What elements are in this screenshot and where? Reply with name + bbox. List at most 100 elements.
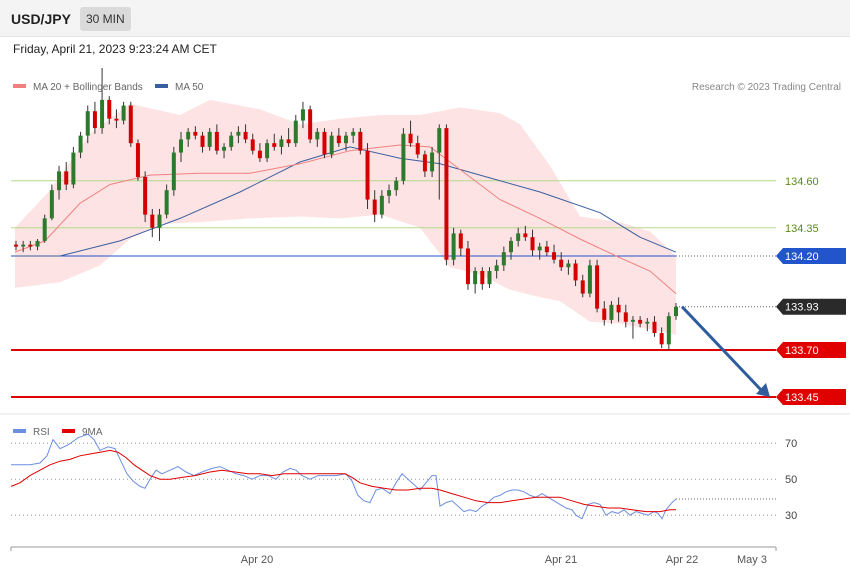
candle-body (674, 306, 678, 317)
candle-body (49, 190, 54, 219)
candle-body (652, 321, 657, 334)
candle-body (473, 271, 478, 285)
candle-body (100, 99, 105, 129)
candle-body (21, 244, 26, 247)
candle-body (207, 131, 212, 147)
price-label-134-60: 134.60 (785, 176, 819, 188)
candle-body (566, 263, 571, 268)
candle-body (537, 246, 542, 251)
candle-body (336, 135, 341, 144)
candle-body (157, 214, 162, 228)
candle-body (121, 105, 126, 121)
rsi-tick-30: 30 (785, 510, 797, 522)
candle-body (344, 135, 348, 144)
candle-body (530, 237, 535, 251)
rsi-ma-legend-swatch (62, 429, 75, 433)
symbol-label[interactable]: USD/JPY (11, 11, 71, 27)
candle-body (236, 131, 241, 136)
rsi-legend-swatch (13, 429, 26, 433)
candle-body (437, 128, 442, 153)
candle-body (573, 263, 578, 281)
candle-body (71, 152, 76, 185)
candle-body (243, 131, 248, 140)
credit-label: Research © 2023 Trading Central (692, 82, 841, 93)
candle-body (128, 105, 133, 144)
candle-body (57, 171, 62, 191)
candle-body (107, 99, 112, 119)
candle-body (64, 171, 69, 185)
candle-body (358, 131, 363, 151)
price-tag-134-20 (776, 247, 846, 264)
candle-body (322, 131, 327, 155)
rsi-tick-50: 50 (785, 474, 797, 486)
candle-body (143, 177, 148, 215)
candle-body (85, 111, 90, 136)
candle-body (92, 111, 97, 129)
candle-body (164, 190, 169, 215)
candle-body (114, 118, 119, 121)
candle-body (509, 240, 513, 253)
candle-body (179, 139, 183, 153)
candle-body (35, 240, 40, 247)
candle-body (645, 321, 650, 324)
candle-body (501, 252, 506, 266)
candle-body (480, 271, 485, 285)
x-axis-label: Apr 21 (545, 554, 577, 566)
candle-body (279, 139, 284, 147)
price-label-133-93: 133.93 (785, 302, 819, 314)
ma50-legend-swatch (155, 84, 168, 88)
x-axis-label: May 3 (737, 554, 767, 566)
rsi-ma-legend-label: 9MA (82, 427, 103, 438)
candle-body (293, 120, 298, 144)
candle-body (595, 265, 600, 309)
chart-toolbar: USD/JPY 30 MIN (0, 0, 850, 37)
rsi-ma-line (10, 449, 676, 513)
candle-body (200, 135, 205, 147)
candle-body (494, 265, 499, 271)
forecast-arrow (680, 305, 764, 392)
candle-body (516, 233, 521, 241)
rsi-line (11, 433, 677, 520)
chart-datetime: Friday, April 21, 2023 9:23:24 AM CET (13, 42, 217, 56)
candle-body (552, 252, 557, 260)
ma20-legend-label: MA 20 + Bollinger Bands (33, 82, 143, 93)
ma50-legend-label: MA 50 (175, 82, 204, 93)
candle-body (458, 233, 463, 249)
candle-body (559, 259, 564, 268)
candle-body (186, 131, 191, 140)
candle-body (580, 280, 585, 294)
candle-body (329, 135, 334, 155)
price-label-134-20: 134.20 (785, 251, 819, 263)
candle-body (666, 316, 671, 345)
candle-body (609, 304, 614, 320)
ma20-legend-swatch (13, 84, 26, 88)
candle-body (272, 143, 277, 147)
candle-body (451, 233, 456, 260)
rsi-tick-70: 70 (785, 438, 797, 450)
timeframe-button[interactable]: 30 MIN (80, 7, 131, 31)
x-axis-label: Apr 20 (241, 554, 273, 566)
candle-body (422, 154, 427, 172)
candle-body (135, 143, 140, 177)
forecast-arrow-head (756, 382, 770, 397)
price-label-133-70: 133.70 (785, 345, 819, 357)
ma50-line (15, 146, 677, 257)
candle-body (42, 218, 47, 241)
price-label-133-45: 133.45 (785, 392, 819, 404)
candle-body (430, 152, 435, 172)
candle-body (587, 265, 592, 294)
candle-body (372, 199, 377, 215)
candle-body (193, 131, 198, 136)
candle-body (602, 308, 607, 320)
x-axis-label: Apr 22 (666, 554, 698, 566)
candle-body (408, 133, 413, 144)
candle-body (308, 109, 313, 140)
bollinger-band-area (15, 99, 676, 335)
candle-body (616, 304, 621, 313)
candle-body (387, 190, 392, 196)
price-label-134-35: 134.35 (785, 223, 819, 235)
price-tag-133-70 (776, 341, 846, 358)
candle-body (623, 312, 628, 322)
candle-body (315, 131, 320, 140)
